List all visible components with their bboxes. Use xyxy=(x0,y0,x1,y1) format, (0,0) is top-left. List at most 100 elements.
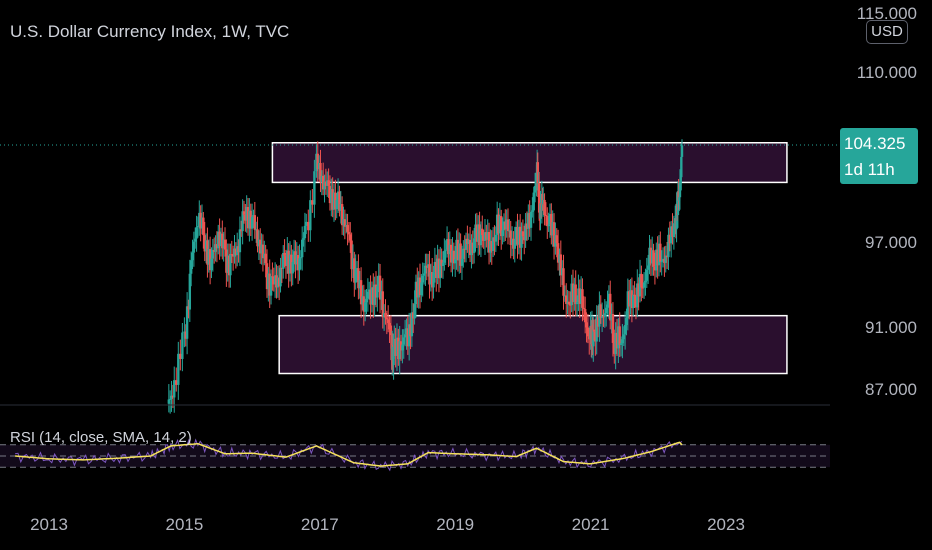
currency-button[interactable]: USD xyxy=(866,20,908,44)
time-axis[interactable]: 2013 2015 2017 2019 2021 2023 xyxy=(30,515,745,534)
candle-body xyxy=(283,252,286,256)
candle-body xyxy=(641,287,644,289)
candle-body xyxy=(439,259,442,279)
candle-body xyxy=(565,295,568,304)
candle-body xyxy=(208,248,212,271)
candle-body xyxy=(542,199,545,205)
candle-body xyxy=(402,337,405,345)
resistance-zone xyxy=(271,141,788,184)
candle-body xyxy=(236,246,239,256)
candle-body xyxy=(675,203,678,230)
candle-body xyxy=(204,240,208,252)
candle-body xyxy=(504,221,507,230)
candle-body xyxy=(264,253,267,264)
candle-body xyxy=(179,353,182,359)
candle-body xyxy=(617,326,620,349)
candle-body xyxy=(494,234,498,242)
candle-body xyxy=(229,254,232,276)
candle-body xyxy=(543,199,546,216)
candle-body xyxy=(287,250,290,274)
candle-body xyxy=(218,231,221,247)
candle-body xyxy=(317,162,321,170)
candle-body xyxy=(609,293,612,321)
candle-body xyxy=(353,258,356,283)
candle-body xyxy=(551,222,554,236)
candle-body xyxy=(393,338,396,347)
candle-body xyxy=(625,318,628,326)
candle-body xyxy=(422,273,426,276)
candle-body xyxy=(272,276,275,285)
candle-body xyxy=(316,153,319,170)
candle-body xyxy=(667,234,670,258)
candle-body xyxy=(471,242,475,254)
candle-body xyxy=(268,273,271,296)
candle-body xyxy=(475,224,479,242)
candle-body xyxy=(596,316,600,327)
candle-body xyxy=(649,247,653,264)
candle-body xyxy=(541,193,544,205)
candle-body xyxy=(678,182,682,198)
candle-body xyxy=(559,254,563,276)
candle-body xyxy=(433,262,437,273)
candle-body xyxy=(359,280,363,305)
candle-body xyxy=(627,291,631,307)
candle-body xyxy=(523,236,526,241)
candle-body xyxy=(575,302,579,305)
candle-body xyxy=(170,395,173,399)
candle-body xyxy=(330,189,333,204)
candle-body xyxy=(437,258,441,279)
candle-body xyxy=(586,327,590,337)
candle-body xyxy=(311,200,314,205)
candle-body xyxy=(265,263,269,290)
candle-body xyxy=(645,269,648,281)
candle-body xyxy=(417,277,420,298)
candle-body xyxy=(646,265,650,270)
candle-body xyxy=(595,316,598,342)
candle-body xyxy=(332,192,336,210)
candle-body xyxy=(556,243,560,263)
candle-body xyxy=(175,380,178,385)
candle-body xyxy=(399,341,403,351)
candle-body xyxy=(354,268,357,283)
candle-body xyxy=(407,324,411,347)
candle-body xyxy=(305,221,308,226)
candle-body xyxy=(343,219,347,227)
candle-body xyxy=(611,313,615,343)
candle-body xyxy=(299,257,303,259)
candle-body xyxy=(267,273,270,290)
candle-body xyxy=(188,273,192,310)
candle-body xyxy=(177,353,180,385)
candle-body xyxy=(447,239,450,255)
candle-body xyxy=(181,332,184,359)
candle-body xyxy=(660,261,663,263)
candle-body xyxy=(401,344,404,351)
candle-body xyxy=(563,295,567,297)
candle-body xyxy=(491,237,495,251)
candle-body xyxy=(665,255,669,258)
last-price-value: 104.325 xyxy=(844,134,906,153)
zones-layer xyxy=(271,141,788,375)
price-axis[interactable]: 115.000 110.000 97.000 91.000 87.000 xyxy=(857,4,917,399)
candle-body xyxy=(198,212,201,227)
rsi-indicator-label[interactable]: RSI (14, close, SMA, 14, 2) xyxy=(10,429,192,446)
candle-body xyxy=(226,255,229,273)
candle-body xyxy=(502,221,506,231)
candle-body xyxy=(210,258,213,271)
candle-body xyxy=(242,211,246,215)
candle-body xyxy=(432,272,435,288)
candle-body xyxy=(655,249,658,271)
candle-body xyxy=(607,293,611,305)
candle-body xyxy=(531,210,534,212)
candle-body xyxy=(420,282,423,296)
candle-body xyxy=(577,288,580,303)
candle-body xyxy=(227,255,231,276)
candle-body xyxy=(573,284,576,303)
candle-body xyxy=(428,264,431,285)
candle-body xyxy=(230,254,233,256)
candle-body xyxy=(582,307,586,310)
candle-body xyxy=(223,239,227,250)
candle-body xyxy=(656,249,659,266)
candle-body xyxy=(583,309,587,323)
candle-body xyxy=(200,217,204,229)
